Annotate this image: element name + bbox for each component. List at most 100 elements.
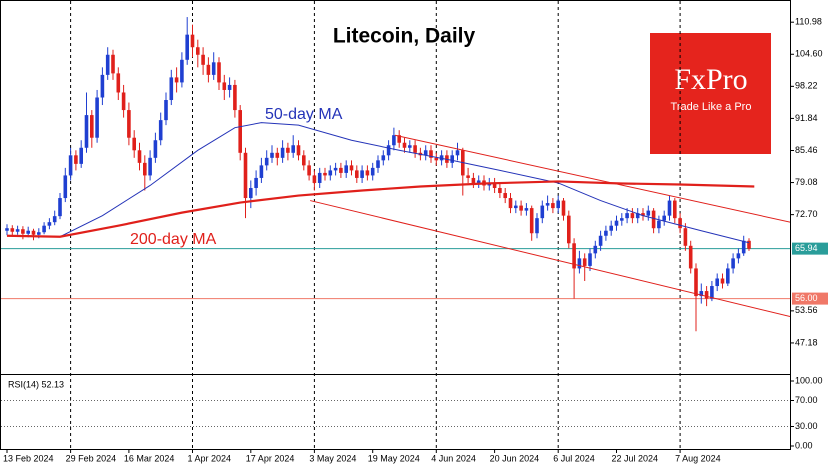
frame bbox=[0, 0, 791, 450]
candle-body bbox=[471, 177, 476, 183]
candle-body bbox=[105, 54, 110, 75]
candle-body bbox=[381, 155, 386, 161]
candle-body bbox=[307, 165, 311, 176]
candle-body bbox=[598, 235, 603, 246]
candle-body bbox=[312, 175, 317, 183]
candle-body bbox=[180, 59, 184, 83]
candle-body bbox=[524, 208, 529, 211]
candle-body bbox=[741, 240, 746, 254]
candle-body bbox=[222, 82, 227, 90]
x-tick-label: 3 May 2024 bbox=[309, 453, 356, 463]
trend-line bbox=[310, 200, 790, 317]
candle-body bbox=[540, 205, 545, 219]
logo-box bbox=[650, 33, 771, 154]
rsi-label: RSI(14) 52.13 bbox=[8, 379, 64, 389]
candle-body bbox=[651, 210, 656, 229]
h-line-label: 56.00 bbox=[795, 293, 818, 303]
candle-body bbox=[243, 152, 248, 199]
candle-body bbox=[238, 110, 242, 153]
candle-body bbox=[408, 145, 412, 148]
candle-body bbox=[747, 240, 751, 249]
candle-body bbox=[37, 232, 41, 235]
candle-body bbox=[556, 200, 560, 209]
candle-body bbox=[47, 222, 52, 226]
candle-body bbox=[196, 47, 200, 55]
candle-body bbox=[169, 77, 174, 101]
candle-body bbox=[641, 213, 645, 216]
y-tick-label: 47.18 bbox=[795, 337, 818, 347]
candle-body bbox=[392, 135, 396, 146]
candle-body bbox=[678, 218, 682, 229]
candle-body bbox=[715, 278, 719, 287]
candle-body bbox=[657, 220, 661, 229]
ma-line bbox=[6, 180, 755, 238]
candle-body bbox=[291, 145, 295, 153]
candle-body bbox=[646, 210, 651, 216]
candle-body bbox=[185, 34, 189, 60]
candle-body bbox=[174, 77, 179, 83]
candle-body bbox=[355, 170, 359, 178]
candle-body bbox=[699, 291, 704, 297]
candle-body bbox=[201, 54, 205, 65]
candle-body bbox=[673, 200, 677, 219]
y-tick-label: 85.46 bbox=[795, 145, 818, 155]
logo-tagline: Trade Like a Pro bbox=[671, 101, 752, 113]
candle-body bbox=[635, 213, 640, 219]
candle-body bbox=[466, 175, 470, 178]
candle-body bbox=[233, 84, 237, 111]
candle-body bbox=[561, 200, 566, 216]
candle-body bbox=[736, 253, 741, 259]
candle-body bbox=[275, 152, 280, 158]
candle-body bbox=[259, 165, 264, 178]
chart-title: Litecoin, Daily bbox=[333, 25, 476, 48]
candle-body bbox=[397, 135, 401, 143]
candle-body bbox=[26, 230, 30, 234]
candle-body bbox=[15, 229, 20, 232]
candle-body bbox=[100, 74, 105, 98]
candle-body bbox=[370, 167, 375, 176]
x-tick-label: 17 Apr 2024 bbox=[246, 453, 295, 463]
x-tick-label: 29 Feb 2024 bbox=[66, 453, 117, 463]
candle-body bbox=[95, 97, 99, 138]
candle-body bbox=[551, 203, 555, 209]
trend-line bbox=[394, 134, 790, 223]
y-tick-label: 79.08 bbox=[795, 177, 818, 187]
candle-body bbox=[79, 147, 83, 164]
candle-body bbox=[206, 64, 211, 75]
candle-body bbox=[63, 175, 68, 199]
candle-body bbox=[588, 253, 592, 266]
candle-body bbox=[572, 243, 576, 269]
candle-body bbox=[280, 147, 285, 158]
candle-body bbox=[710, 286, 714, 299]
candle-body bbox=[90, 115, 94, 138]
candle-body bbox=[582, 258, 587, 266]
candle-body bbox=[116, 73, 121, 93]
candle-body bbox=[667, 200, 672, 216]
candle-body bbox=[158, 120, 163, 141]
candle-body bbox=[286, 147, 290, 153]
candle-body bbox=[333, 167, 338, 171]
candle-body bbox=[296, 145, 301, 156]
candle-body bbox=[577, 258, 582, 269]
candle-body bbox=[270, 152, 274, 158]
candle-body bbox=[604, 230, 608, 236]
candle-body bbox=[264, 157, 269, 166]
y-tick-label: 104.60 bbox=[795, 49, 823, 59]
candle-body bbox=[217, 62, 221, 83]
candle-body bbox=[349, 165, 354, 171]
candle-body bbox=[455, 150, 460, 156]
candle-body bbox=[376, 160, 380, 168]
candle-body bbox=[21, 229, 25, 234]
candle-body bbox=[328, 170, 333, 176]
candle-body bbox=[662, 215, 666, 221]
y-tick-label: 53.56 bbox=[795, 305, 818, 315]
x-tick-label: 16 Mar 2024 bbox=[124, 453, 175, 463]
x-tick-label: 4 Jun 2024 bbox=[431, 453, 476, 463]
candle-body bbox=[429, 150, 433, 158]
candle-body bbox=[567, 215, 571, 244]
candle-body bbox=[386, 145, 391, 156]
candle-body bbox=[42, 225, 46, 233]
candle-body bbox=[620, 218, 624, 221]
candle-body bbox=[52, 216, 57, 223]
